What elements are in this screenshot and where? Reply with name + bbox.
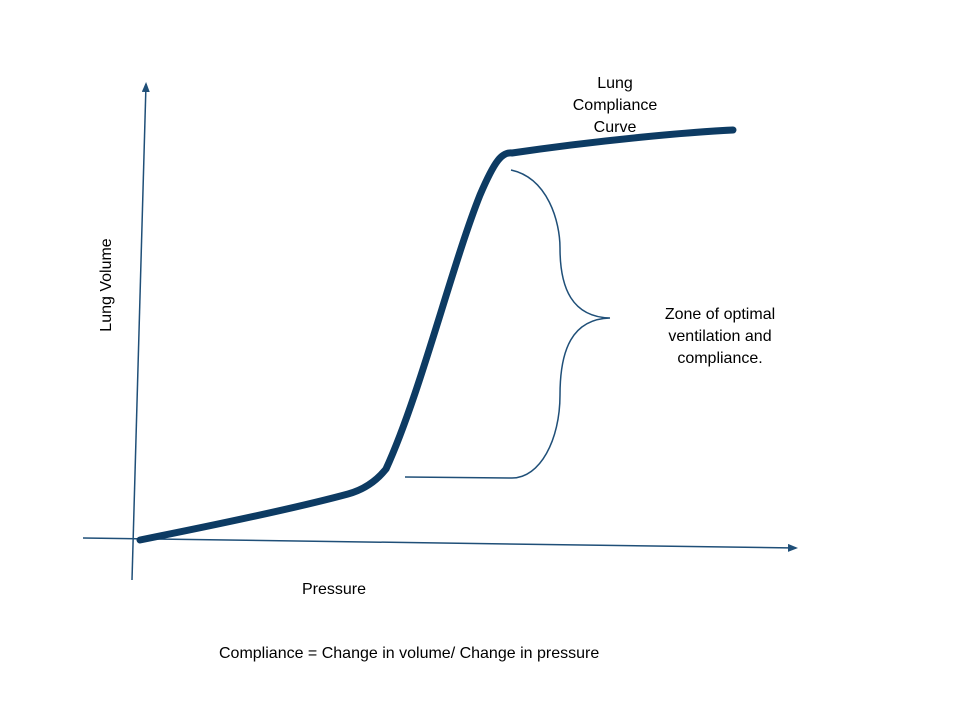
x-axis-label: Pressure — [302, 581, 367, 598]
x-axis-line — [82, 537, 798, 552]
y-axis-label: Lung Volume — [98, 238, 115, 332]
zone-annotation-line-1: Zone of optimal — [664, 306, 776, 323]
zone-annotation-line-2: ventilation and — [668, 328, 772, 345]
compliance-curve — [136, 126, 737, 544]
curve-title-line-3: Curve — [593, 119, 637, 136]
curve-title-line-1: Lung — [597, 75, 633, 92]
curve-title: Lung Compliance Curve — [545, 73, 685, 139]
zone-annotation: Zone of optimal ventilation and complian… — [630, 304, 810, 370]
zone-brace — [404, 169, 611, 479]
y-axis-line — [131, 82, 150, 581]
curve-title-line-2: Compliance — [572, 97, 658, 114]
compliance-formula: Compliance = Change in volume/ Change in… — [219, 645, 600, 662]
zone-annotation-line-3: compliance. — [677, 350, 763, 367]
